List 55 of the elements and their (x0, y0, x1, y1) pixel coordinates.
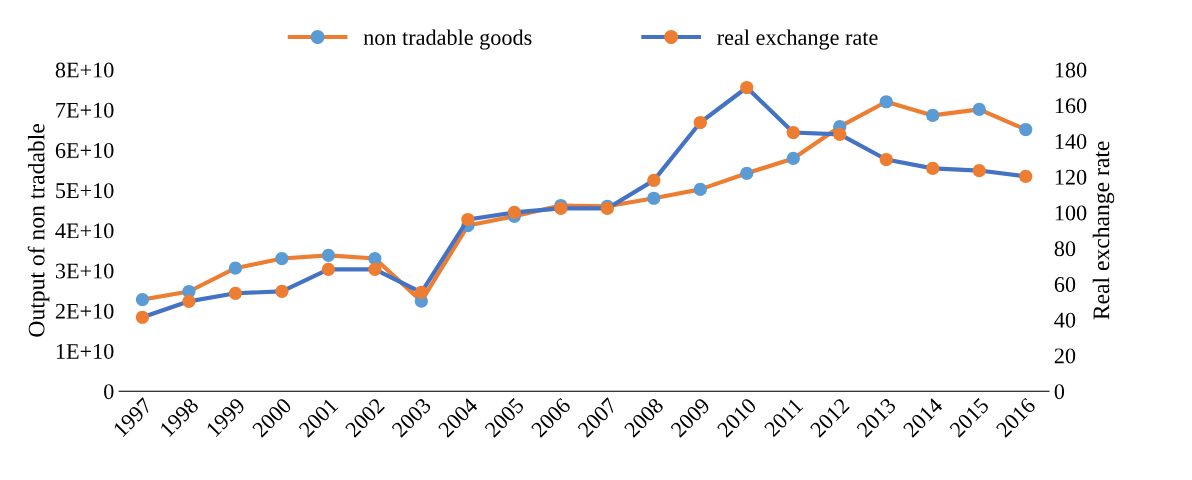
point (135, 310, 150, 324)
y-tick-label: 7E+10 (56, 102, 114, 118)
point (647, 191, 661, 205)
point (275, 284, 289, 298)
y-tick-label: 2E+10 (55, 303, 114, 319)
point (879, 95, 893, 109)
point (693, 115, 707, 130)
point (926, 161, 940, 175)
y-tick-label: 8E+10 (55, 62, 114, 78)
point (368, 251, 382, 266)
y-tick-label: 0 (104, 384, 114, 400)
y-tick-label: 6E+10 (55, 142, 114, 158)
point (135, 292, 150, 307)
y2-tick-label: 0 (1054, 384, 1065, 400)
point (321, 248, 335, 262)
point (833, 127, 847, 142)
point (926, 108, 940, 123)
y2-tick-label: 40 (1054, 312, 1076, 328)
point (275, 251, 289, 266)
y2-tick-label: 20 (1054, 348, 1076, 364)
x-tick-label: 2011 (763, 397, 804, 438)
point (321, 262, 335, 276)
y2-tick-label: 100 (1055, 205, 1087, 221)
y-tick-label: 3E+10 (55, 263, 114, 279)
y2-axis-title: Real exchange rate (1092, 141, 1115, 320)
point (740, 166, 754, 180)
point (786, 151, 800, 166)
point (228, 261, 243, 275)
y2-tick-label: 80 (1054, 241, 1076, 257)
point (879, 152, 893, 167)
point (647, 173, 661, 187)
point (182, 294, 196, 308)
y2-tick-label: 140 (1055, 134, 1087, 149)
point (1019, 122, 1033, 137)
point (368, 262, 382, 276)
point (461, 212, 475, 227)
y-tick-label: 4E+10 (55, 223, 114, 239)
point (1019, 169, 1033, 184)
y-tick-label: 5E+10 (56, 183, 114, 199)
y2-tick-label: 60 (1054, 276, 1076, 292)
point (972, 102, 986, 116)
legend-label: real exchange rate (717, 29, 878, 50)
point (693, 182, 707, 196)
y2-tick-label: 160 (1055, 98, 1087, 114)
y-axis-title: Output of non tradable (27, 124, 50, 337)
y2-tick-label: 180 (1055, 62, 1087, 78)
point (228, 286, 243, 300)
point (740, 80, 754, 95)
point (414, 285, 428, 299)
y2-tick-label: 120 (1055, 169, 1087, 185)
y-tick-label: 1E+10 (56, 343, 114, 359)
point (507, 205, 521, 219)
point (786, 125, 800, 140)
legend-label: non tradable goods (363, 29, 532, 50)
point (972, 163, 986, 178)
